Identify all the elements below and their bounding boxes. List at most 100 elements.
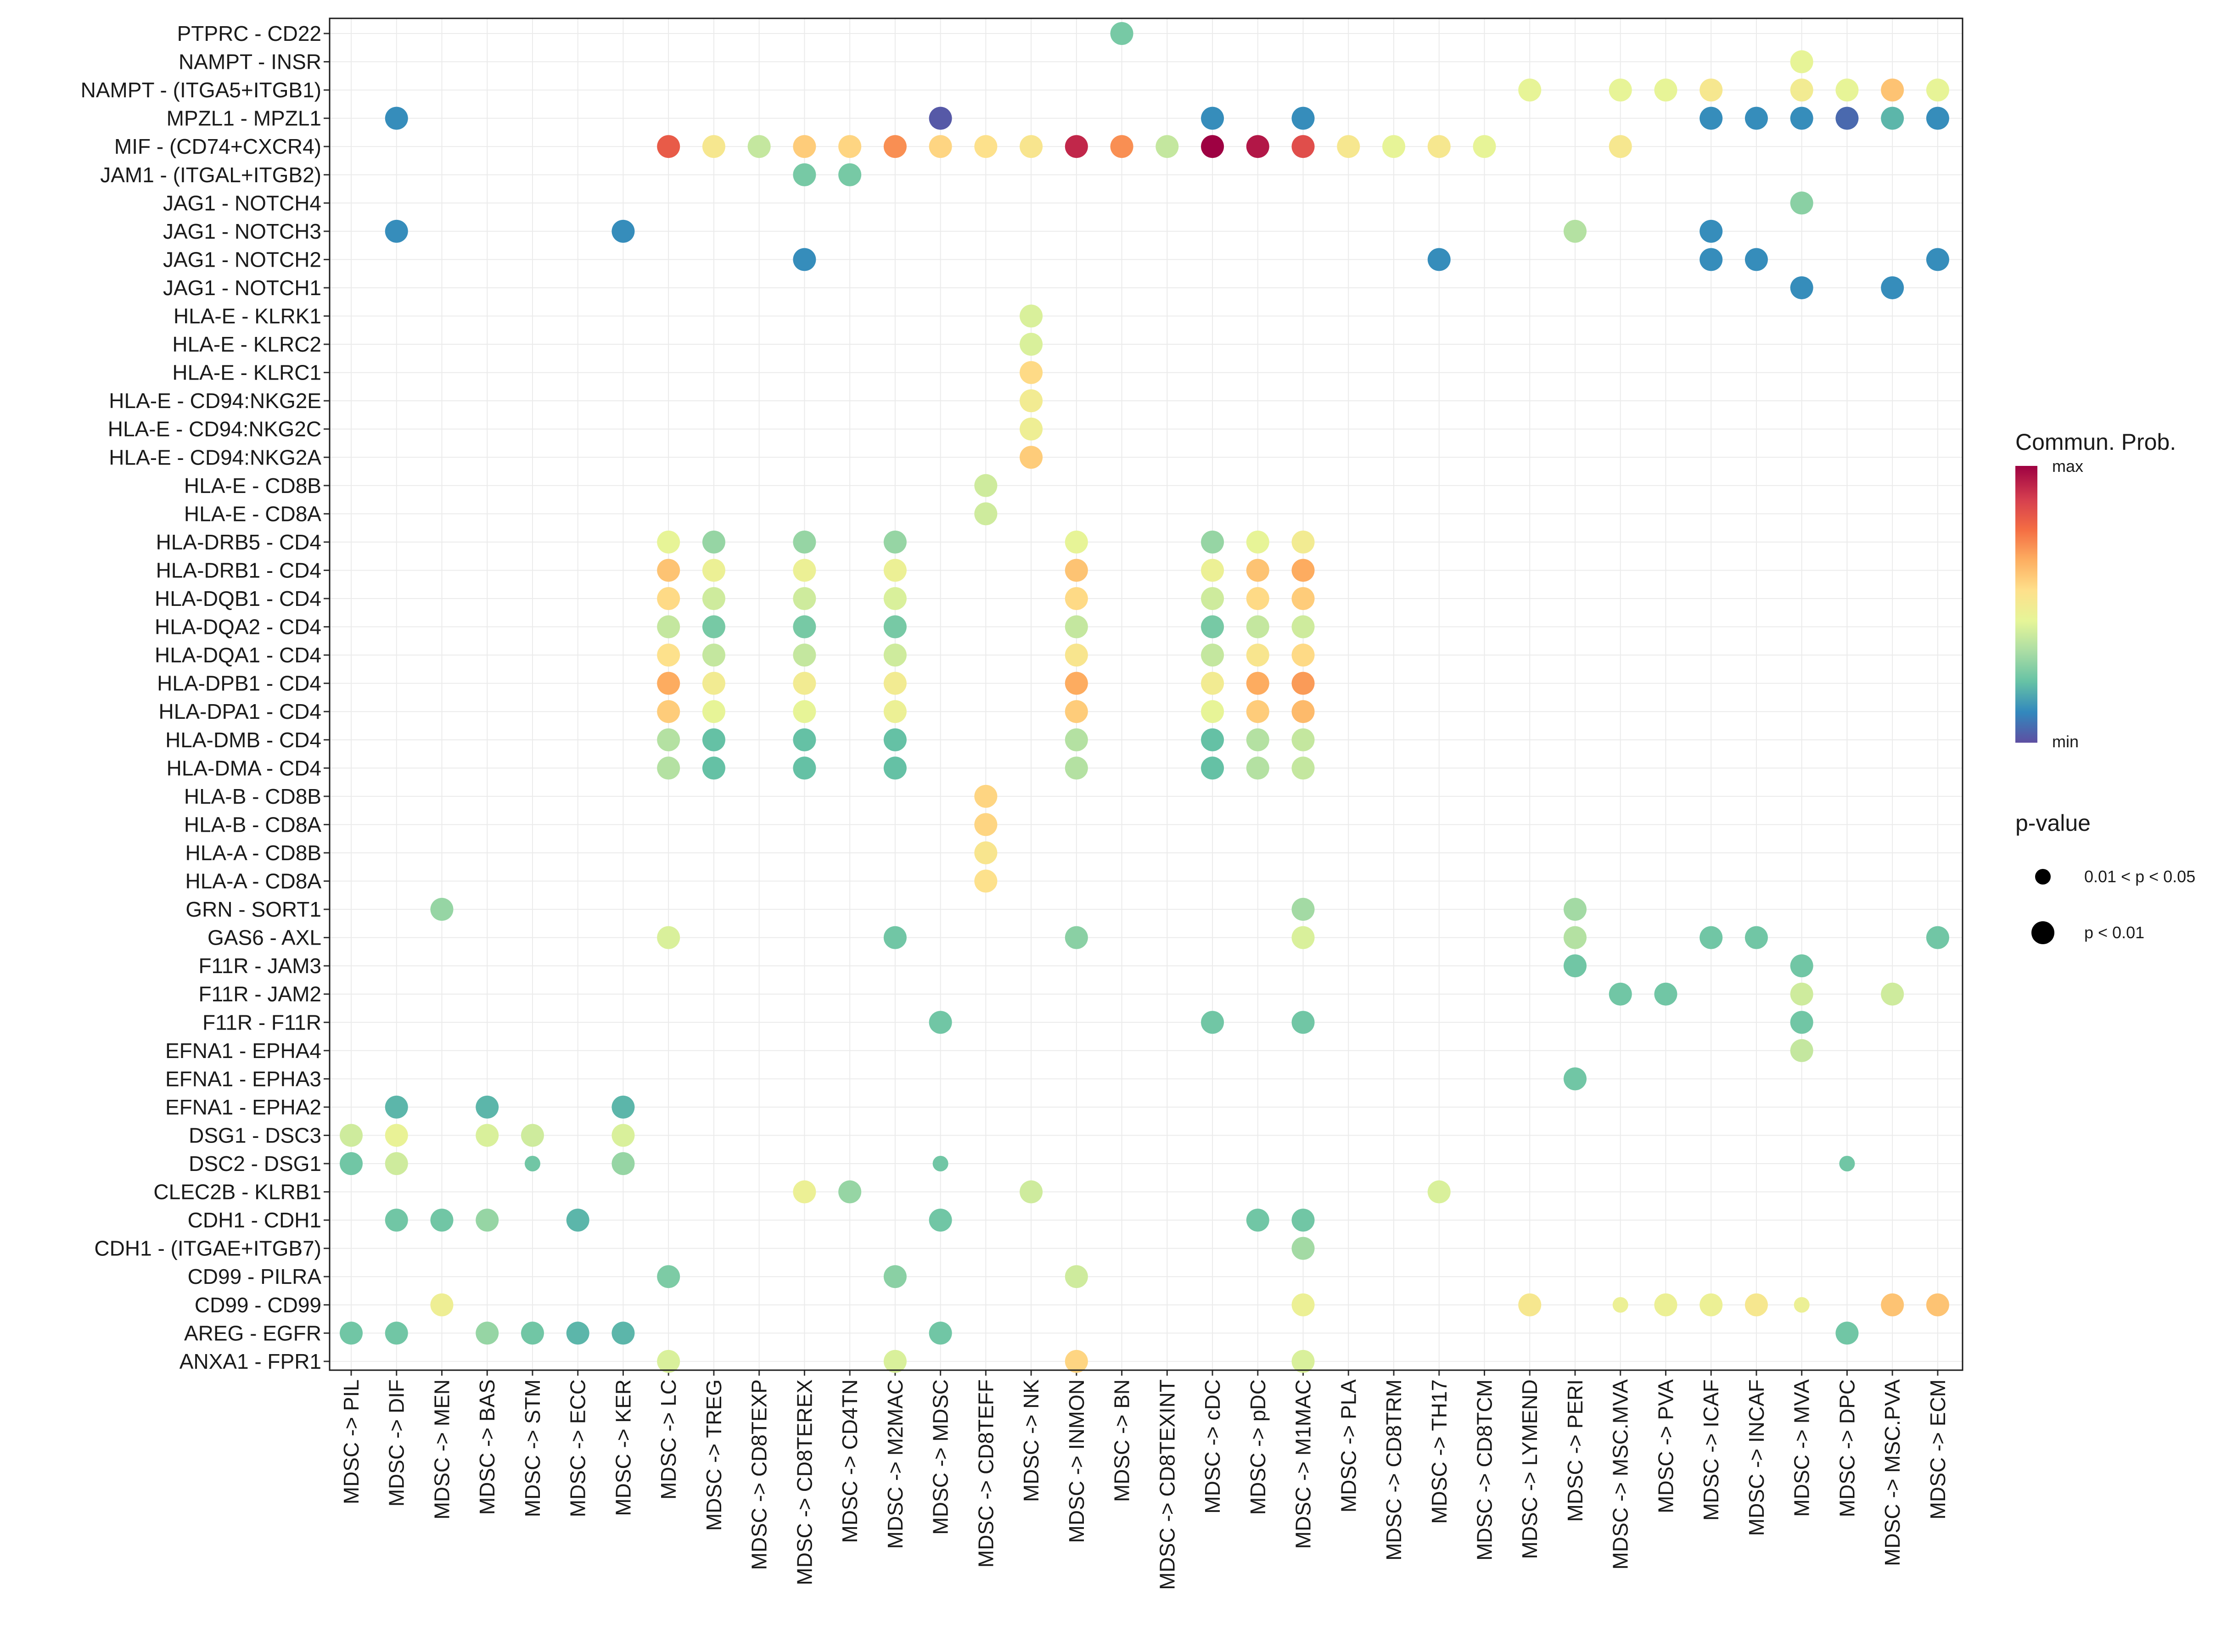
y-tick-label: HLA-E - CD94:NKG2C (108, 417, 321, 441)
x-tick-label: MDSC -> BAS (475, 1379, 499, 1515)
x-tick-label: MDSC -> CD8TEXINT (1155, 1379, 1179, 1590)
data-point (1110, 22, 1133, 45)
y-tick-label: GRN - SORT1 (185, 897, 321, 921)
y-tick-label: JAG1 - NOTCH3 (163, 219, 321, 243)
data-point (385, 1124, 408, 1147)
y-tick-label: HLA-B - CD8A (184, 812, 321, 836)
legend: Commun. Prob. max min p-value 0.01 < p <… (2015, 429, 2195, 944)
data-point (1020, 304, 1043, 328)
data-point (1926, 1293, 1949, 1316)
data-point (1065, 672, 1088, 695)
data-point (1563, 219, 1587, 243)
data-point (1790, 1011, 1813, 1034)
data-point (340, 1124, 363, 1147)
data-point (1201, 1011, 1224, 1034)
data-point (1065, 1265, 1088, 1288)
data-point (1881, 1293, 1904, 1316)
data-point (883, 559, 907, 582)
y-tick-label: JAG1 - NOTCH1 (163, 276, 321, 300)
data-point (793, 1180, 816, 1204)
x-tick-label: MDSC -> cDC (1200, 1379, 1224, 1514)
x-tick-label: MDSC -> LC (656, 1379, 680, 1500)
data-point (793, 644, 816, 667)
data-point (702, 135, 725, 158)
x-tick-label: MDSC -> M1MAC (1291, 1379, 1315, 1549)
data-point (929, 1322, 952, 1345)
x-tick-label: MDSC -> BN (1110, 1379, 1134, 1502)
data-point (1020, 1180, 1043, 1204)
data-point (1020, 417, 1043, 441)
grid-lines (330, 18, 1963, 1370)
data-point (611, 1152, 635, 1175)
data-point (1291, 644, 1315, 667)
x-tick-label: MDSC -> MVA (1790, 1379, 1814, 1517)
data-point (1291, 559, 1315, 582)
data-point (657, 559, 680, 582)
data-point (974, 502, 998, 526)
data-point (1835, 1322, 1859, 1345)
data-point (1246, 530, 1269, 554)
data-point (1246, 615, 1269, 638)
y-tick-label: JAG1 - NOTCH2 (163, 247, 321, 271)
data-point (1291, 530, 1315, 554)
y-tick-label: F11R - F11R (202, 1010, 321, 1034)
data-point (1654, 1293, 1677, 1316)
data-point (1790, 1039, 1813, 1062)
data-point (1744, 248, 1768, 271)
colorbar-min-label: min (2052, 732, 2079, 751)
data-point (430, 898, 454, 921)
data-point (838, 135, 862, 158)
data-point (611, 1124, 635, 1147)
data-point (657, 672, 680, 695)
data-point (1427, 135, 1451, 158)
colorbar-max-label: max (2052, 457, 2083, 476)
data-point (1612, 1297, 1628, 1313)
x-tick-label: MDSC -> CD4TN (838, 1379, 862, 1543)
y-tick-label: ANXA1 - FPR1 (179, 1350, 321, 1373)
colorbar (2015, 466, 2037, 743)
data-point (1881, 78, 1904, 102)
data-point (1246, 644, 1269, 667)
data-point (1835, 106, 1859, 130)
data-point (1518, 1293, 1542, 1316)
data-point (974, 474, 998, 497)
data-point (1246, 672, 1269, 695)
data-point (524, 1156, 540, 1171)
data-point (793, 248, 816, 271)
data-point (430, 1293, 454, 1316)
data-point (385, 219, 408, 243)
data-point (702, 756, 725, 780)
data-point (1700, 106, 1723, 130)
size-legend-label-large: p < 0.01 (2084, 923, 2144, 942)
data-point (702, 615, 725, 638)
data-point (929, 135, 952, 158)
data-point (1201, 672, 1224, 695)
data-point (1065, 1350, 1088, 1373)
data-point (1065, 756, 1088, 780)
data-point (1291, 728, 1315, 751)
data-point (1926, 78, 1949, 102)
data-point (1744, 926, 1768, 949)
y-tick-label: CLEC2B - KLRB1 (153, 1180, 321, 1204)
x-axis-ticks (350, 1370, 1939, 1376)
data-point (747, 135, 771, 158)
data-point (1744, 1293, 1768, 1316)
data-point (385, 1322, 408, 1345)
x-tick-label: MDSC -> CD8TEXP (747, 1379, 771, 1570)
data-point (1700, 219, 1723, 243)
size-legend-dot-large (2031, 921, 2054, 944)
data-point (793, 672, 816, 695)
data-point (1700, 248, 1723, 271)
y-tick-label: MIF - (CD74+CXCR4) (114, 134, 321, 158)
data-point (611, 219, 635, 243)
data-point (793, 728, 816, 751)
data-point (1609, 135, 1632, 158)
x-tick-label: MDSC -> STM (521, 1379, 544, 1517)
y-tick-label: HLA-DPB1 - CD4 (157, 672, 321, 695)
data-point (1291, 1293, 1315, 1316)
data-point (1020, 135, 1043, 158)
data-point (1065, 728, 1088, 751)
data-point (1700, 78, 1723, 102)
y-tick-label: HLA-B - CD8B (184, 784, 321, 808)
